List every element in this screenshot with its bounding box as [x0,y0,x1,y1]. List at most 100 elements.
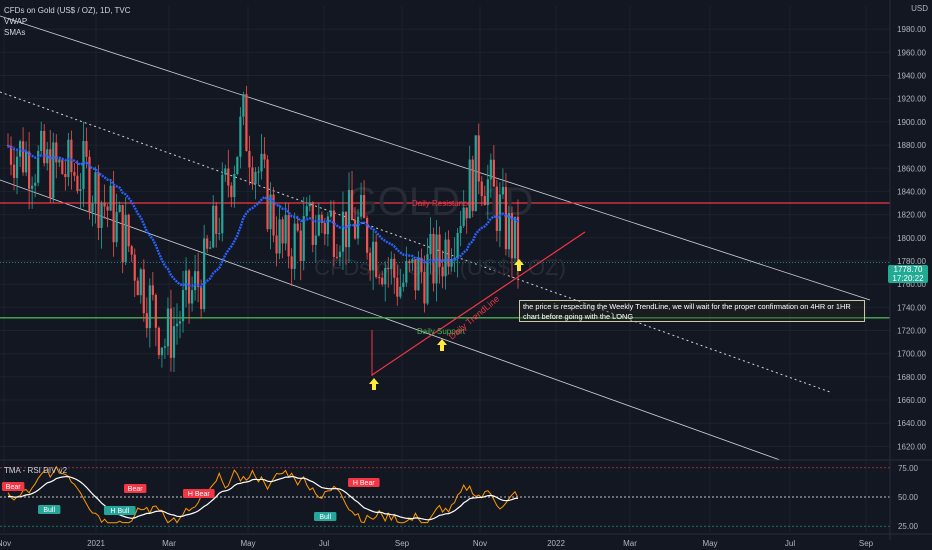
chart-title: CFDs on Gold (US$ / OZ), 1D, TVC [4,6,131,15]
candle-body [516,216,520,269]
candle-body [302,216,305,261]
price-tick-label: 1940.00 [897,72,926,81]
bar-countdown: 17:20:22 [892,274,924,283]
up-arrow-icon [369,378,379,390]
candle-body [169,308,173,358]
candle-body [495,186,498,231]
rsi-signal-line [7,475,519,521]
candle-body [275,235,278,254]
candle-body [206,238,209,249]
candle-body [181,290,185,322]
candle-body [278,219,281,254]
candle-body [139,269,142,296]
up-arrow-icon [437,339,447,351]
candle-body [236,156,239,175]
candle-body [344,211,348,248]
candle-body [6,145,10,147]
candle-body [43,130,46,164]
currency-label[interactable]: USD [911,4,928,13]
candle-body [166,308,170,347]
candle-body [61,159,64,174]
candle-body [154,294,157,328]
time-tick-label: Jul [319,539,329,548]
candle-body [375,241,378,278]
analysis-note: the price is respecting the Weekly Trend… [519,300,865,322]
price-tick-label: 1740.00 [897,303,926,312]
candle-body [242,94,245,117]
up-arrow-icon [514,259,524,271]
time-tick-label: Jul [785,539,795,548]
watermark: GOLD, 1D CFDs on Gold (US$ / OZ) [314,180,566,280]
candle-body [366,218,369,253]
candle-body [284,215,287,244]
price-tick-label: 1780.00 [897,257,926,266]
rsi-panel: 75.00 50.00 25.00 Bear Bull Bear H Bull H Bear B… [0,459,932,531]
divergence-label: H Bull [110,508,129,515]
candle-body [82,141,85,190]
candle-body [34,182,37,186]
candle-body [350,190,354,220]
rsi-line [7,465,519,524]
candle-body [384,267,387,285]
time-tick-label: May [702,539,717,548]
candle-body [483,196,486,206]
candle-body [175,323,179,327]
candle-body [184,270,188,291]
candle-body [178,321,182,324]
candle-body [230,185,233,198]
candle-body [308,202,311,207]
candle-body [405,261,408,283]
candle-body [109,185,112,211]
candle-body [100,202,103,228]
candle-body [462,207,465,227]
candle-body [390,258,393,270]
candle-body [323,223,326,235]
price-tick-label: 1900.00 [897,118,926,127]
candle-body [320,214,323,224]
time-tick-label: Sep [395,539,410,548]
vwap-legend[interactable]: VWAP [4,17,28,26]
candle-body [266,159,269,230]
candle-body [49,149,52,198]
divergence-label: Bull [319,514,331,521]
candle-body [151,285,154,295]
candle-body [311,202,314,245]
divergence-label: H Bear [188,491,210,498]
divergence-badge [38,505,61,514]
candle-body [163,346,167,348]
time-tick-label: Mar [162,539,176,548]
smas-legend[interactable]: SMAs [4,28,26,37]
candle-body [260,153,263,172]
candle-body [444,239,447,277]
candle-body [52,142,55,198]
candle-body [218,233,221,235]
candle-body [58,159,61,163]
time-tick-label: Nov [473,539,487,548]
candle-body [501,186,505,195]
candle-body [513,216,517,259]
candle-body [335,256,339,258]
divergence-label: Bear [128,486,143,493]
candle-body [115,211,118,243]
candle-body [378,277,381,279]
divergence-badge [314,512,337,521]
candle-body [402,282,405,287]
candle-body [474,135,477,212]
price-tick-label: 1960.00 [897,48,926,57]
candle-body [97,172,100,228]
time-tick-label: Nov [0,539,11,548]
candle-body [429,233,432,255]
time-axis: Nov 2021 Mar May Jul Sep Nov 2022 Mar May Jul Sep [0,533,932,548]
candle-body [200,287,203,310]
candle-body [477,135,480,182]
price-tick-label: 1800.00 [897,234,926,243]
candle-body [281,219,284,244]
price-tick-label: 1840.00 [897,187,926,196]
time-tick-label: May [240,539,255,548]
weekly-trendline [0,91,831,393]
candle-body [338,251,342,258]
time-tick-label: Sep [859,539,874,548]
candle-body [103,202,106,207]
price-tick-label: 1880.00 [897,141,926,150]
